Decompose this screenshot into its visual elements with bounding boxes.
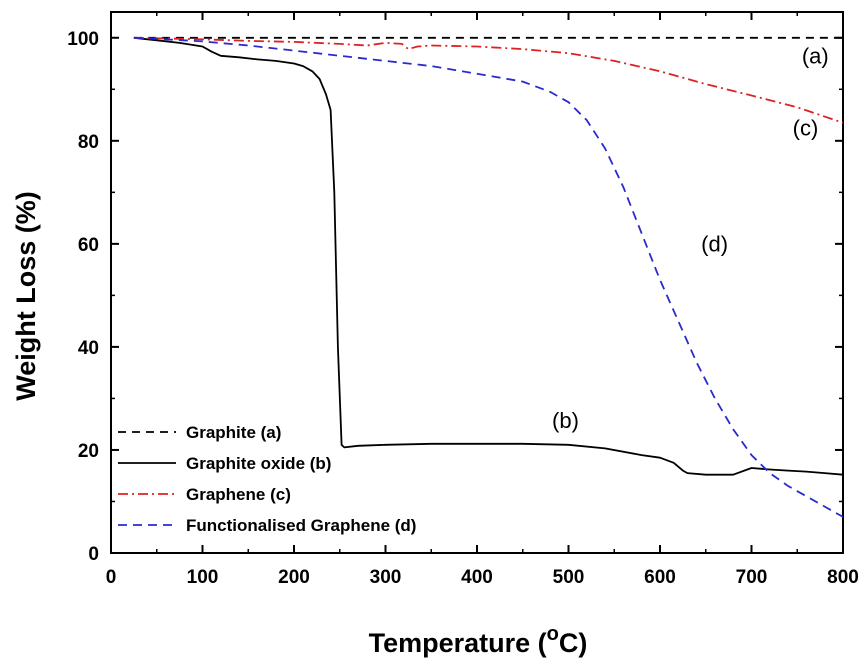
- axes: 0 100 200 300 400 500 600 700 800 0 20 40 60 80 100: [67, 11, 859, 588]
- x-tick-label: 100: [187, 567, 219, 588]
- y-tick-label: 60: [78, 235, 99, 256]
- x-tick-label: 500: [553, 567, 585, 588]
- x-tick-label: 0: [106, 567, 117, 588]
- x-axis-title: Temperature (oC): [369, 623, 588, 658]
- x-tick-label: 300: [370, 567, 402, 588]
- x-tick-label: 400: [461, 567, 493, 588]
- y-axis-title: Weight Loss (%): [11, 191, 41, 401]
- curve-labels: (a) (b) (c) (d): [552, 44, 829, 433]
- x-axis-title-superscript: o: [547, 623, 559, 645]
- legend-label-4: Functionalised Graphene (d): [186, 516, 416, 535]
- series-line-2: [133, 36, 844, 476]
- series-layer: [133, 36, 844, 518]
- series-line-4: [133, 36, 844, 518]
- series-line-3: [133, 36, 844, 124]
- legend-label-3: Graphene (c): [186, 485, 291, 504]
- y-tick-label: 40: [78, 338, 99, 359]
- x-tick-label: 700: [736, 567, 768, 588]
- curve-label-2: (b): [552, 408, 579, 433]
- y-tick-label: 20: [78, 441, 99, 462]
- curve-label-3: (c): [793, 116, 819, 141]
- y-tick-label: 80: [78, 132, 99, 153]
- curve-label-1: (a): [802, 44, 829, 69]
- x-axis-title-tail: C): [559, 628, 588, 658]
- legend-label-1: Graphite (a): [186, 423, 281, 442]
- x-tick-label: 600: [644, 567, 676, 588]
- y-tick-label: 100: [67, 29, 99, 50]
- x-tick-label: 200: [278, 567, 310, 588]
- curve-label-4: (d): [701, 232, 728, 257]
- legend-label-2: Graphite oxide (b): [186, 454, 331, 473]
- y-tick-label: 0: [88, 544, 99, 565]
- legend: Graphite (a) Graphite oxide (b) Graphene (…: [118, 423, 416, 535]
- x-axis-title-main: Temperature (: [369, 628, 547, 658]
- x-tick-label: 800: [827, 567, 859, 588]
